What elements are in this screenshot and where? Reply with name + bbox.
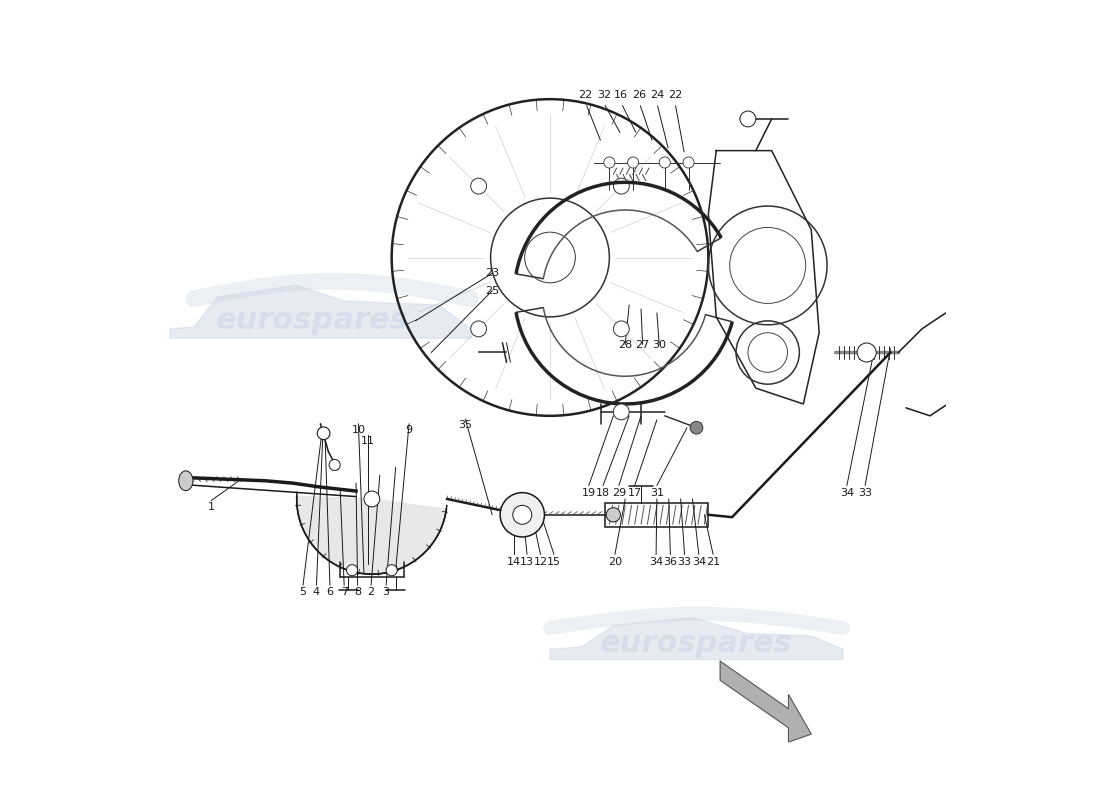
Text: 21: 21 [706,558,721,567]
Text: 30: 30 [652,339,667,350]
Text: 18: 18 [596,489,611,498]
Bar [605,503,708,526]
Text: eurospares: eurospares [216,306,409,335]
Text: 28: 28 [618,339,632,350]
Text: 12: 12 [534,558,548,567]
Circle shape [606,508,620,522]
Circle shape [614,404,629,420]
Text: 14: 14 [507,558,521,567]
Text: 29: 29 [612,489,626,498]
Polygon shape [720,662,812,742]
Text: 10: 10 [351,425,365,435]
Circle shape [659,157,670,168]
Text: 24: 24 [650,90,664,100]
Circle shape [690,422,703,434]
Circle shape [471,178,486,194]
Circle shape [604,157,615,168]
Text: 3: 3 [383,586,389,597]
Circle shape [500,493,544,537]
Text: 35: 35 [459,420,472,430]
Circle shape [364,491,380,507]
Text: 17: 17 [628,489,641,498]
Circle shape [628,157,639,168]
Text: 2: 2 [367,586,375,597]
Circle shape [683,157,694,168]
Circle shape [614,321,629,337]
Text: 32: 32 [597,90,611,100]
Polygon shape [550,618,843,660]
Text: 22: 22 [668,90,682,100]
Text: 4: 4 [312,586,320,597]
Text: 19: 19 [582,489,596,498]
Text: 22: 22 [579,90,593,100]
Text: 27: 27 [636,339,650,350]
Text: 33: 33 [678,558,692,567]
Polygon shape [170,286,471,338]
Text: 34: 34 [839,489,854,498]
Circle shape [857,343,877,362]
Text: 23: 23 [485,268,499,278]
Text: eurospares: eurospares [601,629,793,658]
Circle shape [346,565,358,576]
Circle shape [471,321,486,337]
Text: 13: 13 [520,558,534,567]
Text: 20: 20 [608,558,622,567]
Text: 1: 1 [208,502,214,512]
Text: 36: 36 [663,558,678,567]
Text: 34: 34 [692,558,706,567]
Text: 8: 8 [354,586,361,597]
Text: 25: 25 [485,286,499,296]
Text: 26: 26 [632,90,647,100]
Circle shape [386,565,397,576]
Text: 34: 34 [649,558,663,567]
Text: 5: 5 [299,586,307,597]
Text: 9: 9 [406,425,412,435]
Circle shape [317,427,330,439]
Circle shape [614,178,629,194]
Circle shape [513,506,531,524]
Ellipse shape [178,471,192,490]
Text: 16: 16 [614,90,628,100]
Text: 6: 6 [327,586,333,597]
Text: 15: 15 [547,558,561,567]
Circle shape [740,111,756,127]
Text: 31: 31 [650,489,664,498]
Text: 7: 7 [341,586,348,597]
Polygon shape [297,496,447,574]
Circle shape [329,459,340,470]
Text: 11: 11 [361,436,375,446]
Text: 33: 33 [858,489,872,498]
